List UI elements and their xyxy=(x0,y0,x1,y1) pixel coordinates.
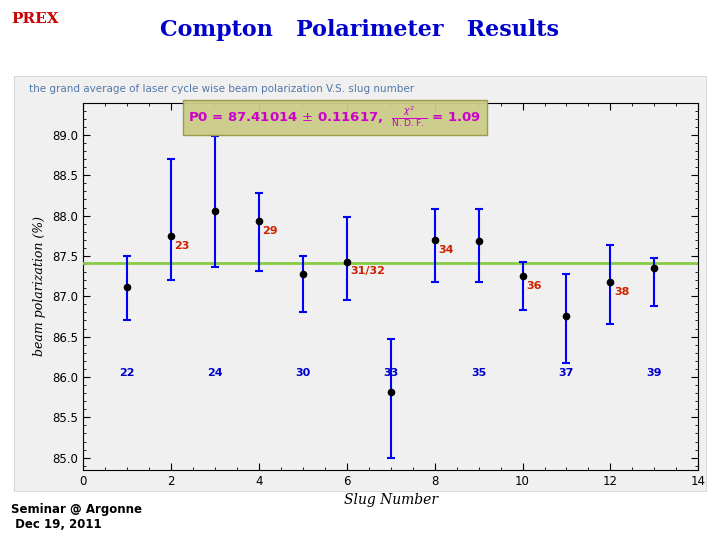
Y-axis label: beam polarization (%): beam polarization (%) xyxy=(33,216,46,356)
Text: 37: 37 xyxy=(559,368,574,378)
Text: Compton   Polarimeter   Results: Compton Polarimeter Results xyxy=(161,19,559,41)
Text: 22: 22 xyxy=(119,368,135,378)
Text: 39: 39 xyxy=(647,368,662,378)
Text: the grand average of laser cycle wise beam polarization V.S. slug number: the grand average of laser cycle wise be… xyxy=(29,84,414,94)
Text: 33: 33 xyxy=(383,368,398,378)
Text: Seminar @ Argonne: Seminar @ Argonne xyxy=(11,503,142,516)
Text: 36: 36 xyxy=(526,281,541,291)
Text: 29: 29 xyxy=(262,226,278,236)
Text: PREX: PREX xyxy=(11,12,58,26)
Text: P0 = 87.41014 $\pm$ 0.11617,  $\frac{\chi^2}{\mathsf{N.D.F.}}$ = 1.09: P0 = 87.41014 $\pm$ 0.11617, $\frac{\chi… xyxy=(189,105,482,129)
Text: 23: 23 xyxy=(174,241,189,251)
Text: 35: 35 xyxy=(471,368,486,378)
Text: Dec 19, 2011: Dec 19, 2011 xyxy=(11,518,102,531)
Text: 30: 30 xyxy=(295,368,310,378)
Text: 24: 24 xyxy=(207,368,222,378)
Text: 38: 38 xyxy=(614,287,629,296)
Text: 31/32: 31/32 xyxy=(350,266,385,276)
Text: 34: 34 xyxy=(438,245,454,255)
X-axis label: Slug Number: Slug Number xyxy=(343,493,438,507)
